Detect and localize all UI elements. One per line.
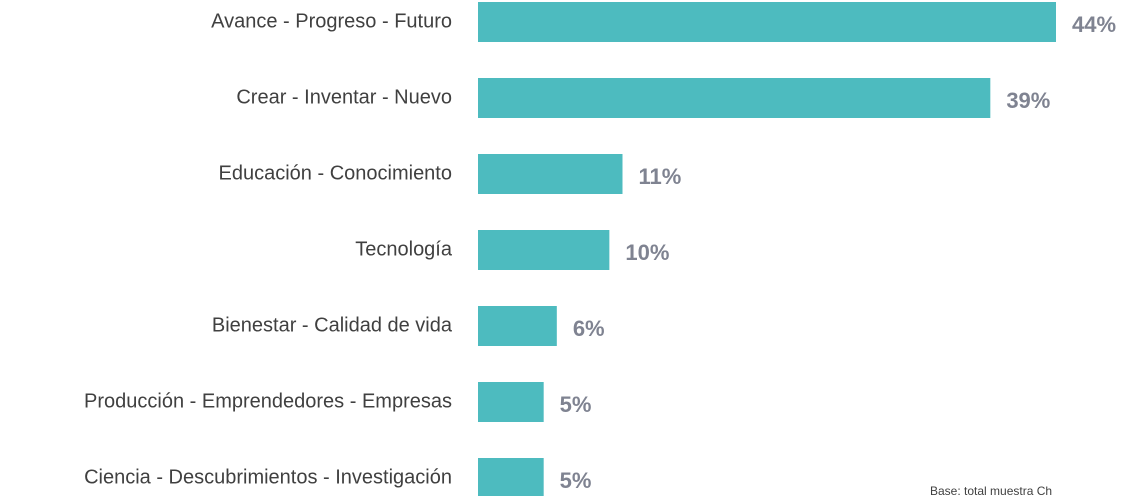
value-label: 44% [1072,12,1116,37]
category-label: Avance - Progreso - Futuro [211,10,452,32]
value-label: 5% [560,468,592,493]
category-label: Ciencia - Descubrimientos - Investigació… [84,466,452,488]
category-label: Educación - Conocimiento [219,162,452,184]
value-label: 5% [560,392,592,417]
bar [478,382,544,422]
bar [478,306,557,346]
category-label: Producción - Emprendedores - Empresas [84,390,452,412]
bar [478,78,991,118]
bar [478,230,610,270]
value-label: 39% [1006,88,1050,113]
category-label: Tecnología [355,238,453,260]
value-label: 11% [639,164,682,189]
value-label: 6% [573,316,605,341]
bar [478,2,1056,42]
value-label: 10% [625,240,669,265]
category-label: Bienestar - Calidad de vida [212,314,453,336]
bar [478,154,623,194]
category-label: Crear - Inventar - Nuevo [236,86,452,108]
bar [478,458,544,496]
footnote: Base: total muestra Ch [930,484,1052,496]
